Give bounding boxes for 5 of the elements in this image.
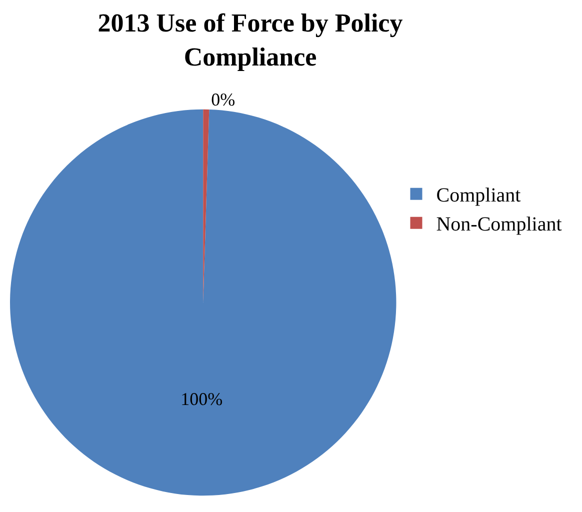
legend-label: Non-Compliant xyxy=(436,214,562,236)
chart-title: 2013 Use of Force by Policy Compliance xyxy=(98,8,403,72)
data-label: 100% xyxy=(180,389,223,410)
data-label: 0% xyxy=(211,89,236,110)
legend-label: Compliant xyxy=(436,184,522,207)
